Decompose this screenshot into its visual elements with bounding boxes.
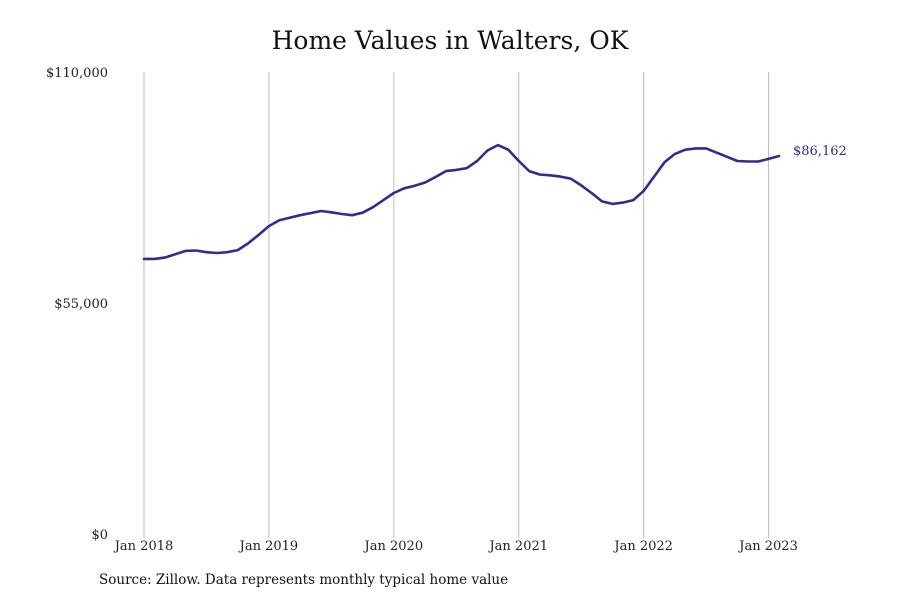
y-tick-label: $0	[91, 528, 108, 543]
end-value-label: $86,162	[793, 144, 847, 159]
y-tick-label: $55,000	[54, 297, 108, 312]
x-tick-label: Jan 2018	[113, 539, 174, 554]
x-axis: Jan 2018 Jan 2019 Jan 2020 Jan 2021 Jan 2022…	[113, 539, 798, 554]
series-layer: $86,162	[142, 143, 847, 261]
series-line	[142, 143, 781, 261]
x-tick-label: Jan 2019	[238, 539, 299, 554]
x-tick-label: Jan 2020	[363, 539, 424, 554]
gridlines	[143, 72, 770, 538]
y-tick-label: $110,000	[46, 66, 108, 81]
x-tick-label: Jan 2023	[737, 539, 798, 554]
x-tick-label: Jan 2021	[487, 539, 548, 554]
y-axis: $0 $55,000 $110,000	[46, 66, 108, 543]
source-note: Source: Zillow. Data represents monthly …	[99, 572, 509, 588]
x-tick-label: Jan 2022	[612, 539, 673, 554]
chart-title: Home Values in Walters, OK	[271, 26, 629, 55]
